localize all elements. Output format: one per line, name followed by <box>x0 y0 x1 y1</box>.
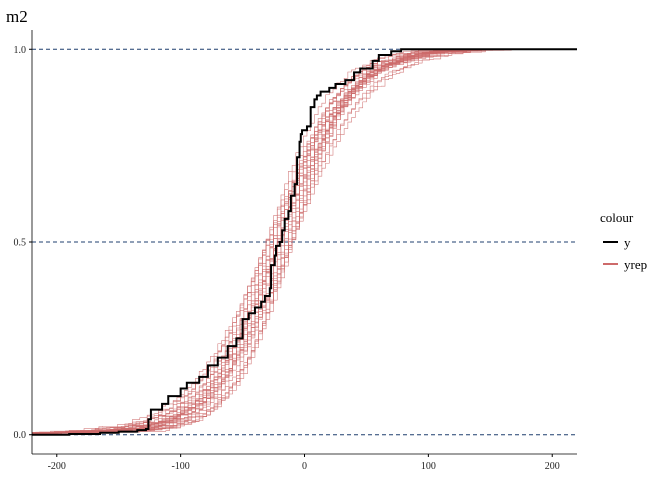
yrep-line-12 <box>32 48 575 434</box>
x-tick-label-4: 200 <box>545 461 560 472</box>
y-line <box>32 48 577 436</box>
yrep-line-19 <box>32 48 575 436</box>
yrep-line-13 <box>32 48 575 436</box>
yrep-line-10 <box>32 48 575 436</box>
yrep-line-7 <box>32 48 575 435</box>
y-tick-label-0: 0.0 <box>14 430 27 441</box>
chart-title: m2 <box>6 7 28 26</box>
yrep-line-25 <box>32 48 575 435</box>
yrep-line-14 <box>32 48 575 434</box>
yrep-line-5 <box>32 48 575 433</box>
yrep-line-21 <box>32 48 575 436</box>
legend: colour y yrep <box>600 210 647 272</box>
yrep-line-17 <box>32 48 575 435</box>
yrep-line-16 <box>32 48 575 435</box>
yrep-line-29 <box>32 48 575 434</box>
yrep-line-2 <box>32 48 575 434</box>
yrep-line-1 <box>32 48 575 436</box>
yrep-line-3 <box>32 48 575 433</box>
x-tick-label-1: -100 <box>171 461 189 472</box>
legend-label-yrep: yrep <box>624 257 647 272</box>
yrep-line-15 <box>32 48 575 435</box>
x-tick-label-2: 0 <box>302 461 307 472</box>
yrep-line-4 <box>32 48 575 433</box>
yrep-line-8 <box>32 48 575 436</box>
yrep-line-26 <box>32 48 575 436</box>
yrep-line-9 <box>32 48 575 435</box>
x-tick-label-3: 100 <box>421 461 436 472</box>
yrep-line-18 <box>32 48 575 436</box>
yrep-line-28 <box>32 48 575 434</box>
y-tick-label-1: 0.5 <box>14 238 27 249</box>
yrep-line-0 <box>32 48 575 436</box>
y-tick-label-2: 1.0 <box>14 45 27 56</box>
yrep-line-23 <box>32 48 575 436</box>
legend-label-y: y <box>624 235 631 250</box>
yrep-line-24 <box>32 48 575 436</box>
yrep-line-20 <box>32 48 575 435</box>
legend-title: colour <box>600 210 634 225</box>
yrep-line-11 <box>32 48 575 436</box>
x-tick-label-0: -200 <box>48 461 66 472</box>
yrep-line-22 <box>32 48 575 436</box>
yrep-line-6 <box>32 48 575 436</box>
yrep-line-27 <box>32 48 575 435</box>
